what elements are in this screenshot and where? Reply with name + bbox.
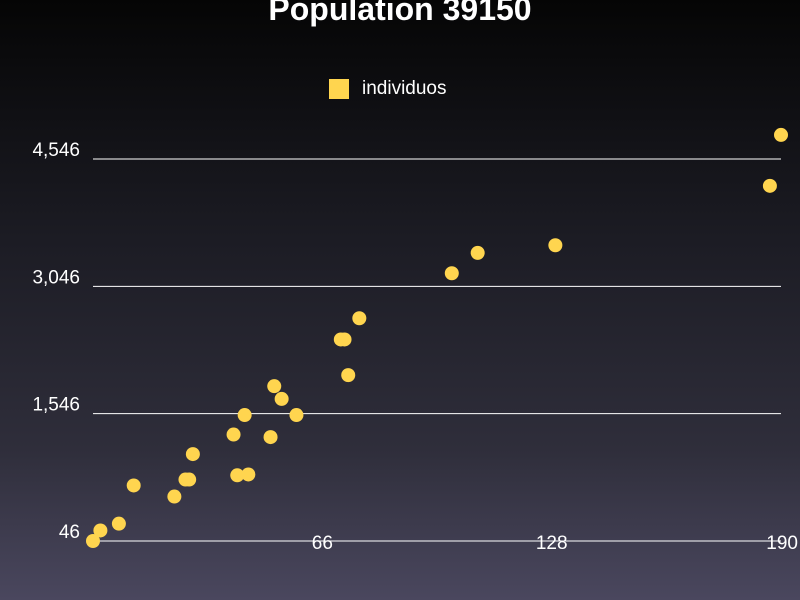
data-point [93, 523, 108, 538]
data-point [230, 468, 245, 483]
data-point [86, 534, 100, 548]
data-point [167, 489, 182, 504]
data-point [352, 311, 367, 326]
data-point [111, 516, 126, 531]
data-point [548, 238, 563, 253]
data-point [263, 430, 278, 445]
data-point [241, 467, 256, 482]
x-axis-tick-labels: 66 128 190 [312, 533, 798, 554]
data-points [86, 127, 788, 548]
data-point [444, 266, 459, 281]
data-point [289, 408, 304, 423]
x-tick-label: 128 [536, 533, 568, 554]
data-point [762, 178, 777, 193]
data-point [126, 478, 141, 493]
gridlines [93, 158, 781, 542]
data-point [237, 408, 252, 423]
data-point [774, 127, 788, 142]
chart-title: Population 39150 [268, 0, 531, 27]
data-point [337, 332, 352, 347]
y-axis-tick-labels: 46 1,546 3,046 4,546 [32, 140, 80, 543]
legend-swatch [329, 79, 349, 99]
data-point [185, 447, 200, 462]
data-point [267, 379, 282, 394]
data-point [470, 245, 485, 260]
x-tick-label: 190 [766, 533, 798, 554]
y-tick-label: 4,546 [32, 140, 80, 161]
y-tick-label: 1,546 [32, 395, 80, 416]
data-point [341, 368, 356, 383]
y-tick-label: 3,046 [32, 267, 80, 288]
data-point [274, 391, 289, 406]
x-tick-label: 66 [312, 533, 333, 554]
data-point [226, 427, 241, 442]
y-tick-label: 46 [59, 522, 80, 543]
legend-label: individuos [362, 78, 447, 99]
data-point [182, 472, 197, 487]
legend: individuos [329, 78, 447, 99]
